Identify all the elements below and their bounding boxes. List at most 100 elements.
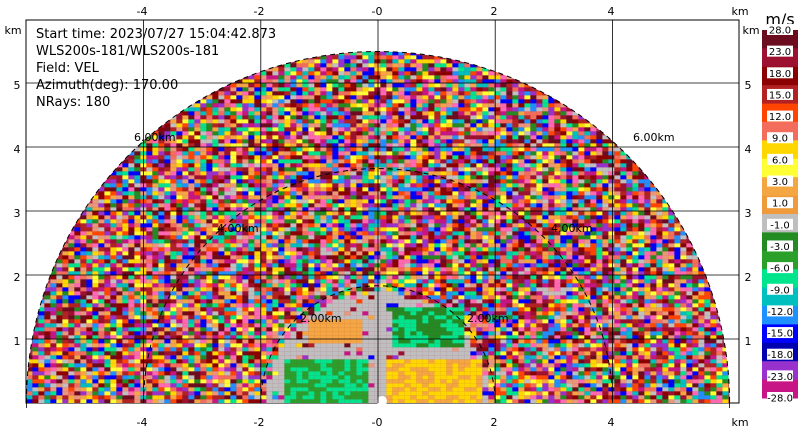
velocity-cell bbox=[416, 175, 423, 180]
velocity-cell bbox=[452, 71, 459, 76]
velocity-cell bbox=[506, 251, 513, 256]
velocity-cell bbox=[284, 243, 291, 248]
velocity-cell bbox=[320, 203, 327, 208]
velocity-cell bbox=[356, 111, 363, 116]
velocity-cell bbox=[488, 259, 495, 264]
velocity-cell bbox=[308, 67, 315, 72]
velocity-cell bbox=[350, 131, 357, 136]
velocity-cell bbox=[338, 235, 345, 240]
velocity-cell bbox=[326, 291, 333, 296]
velocity-cell bbox=[548, 111, 555, 116]
velocity-cell bbox=[344, 215, 351, 220]
velocity-cell bbox=[440, 235, 447, 240]
velocity-cell bbox=[404, 95, 411, 100]
velocity-cell bbox=[110, 271, 117, 276]
velocity-cell bbox=[524, 95, 531, 100]
velocity-cell bbox=[548, 147, 555, 152]
velocity-cell bbox=[224, 251, 231, 256]
velocity-cell bbox=[68, 251, 75, 256]
velocity-cell bbox=[662, 275, 669, 280]
velocity-cell bbox=[452, 111, 459, 116]
velocity-cell bbox=[536, 115, 543, 120]
velocity-cell bbox=[650, 191, 657, 196]
velocity-cell bbox=[104, 251, 111, 256]
velocity-cell bbox=[380, 131, 387, 136]
velocity-cell bbox=[614, 223, 621, 228]
velocity-cell bbox=[488, 223, 495, 228]
velocity-cell bbox=[560, 107, 567, 112]
velocity-cell bbox=[332, 159, 339, 164]
velocity-cell bbox=[638, 219, 645, 224]
velocity-cell bbox=[278, 167, 285, 172]
velocity-cell bbox=[350, 255, 357, 260]
velocity-cell bbox=[614, 243, 621, 248]
velocity-cell bbox=[134, 155, 141, 160]
velocity-cell bbox=[524, 183, 531, 188]
velocity-cell bbox=[356, 191, 363, 196]
velocity-cell bbox=[644, 211, 651, 216]
velocity-cell bbox=[542, 203, 549, 208]
velocity-cell bbox=[488, 123, 495, 128]
velocity-cell bbox=[416, 271, 423, 276]
velocity-cell bbox=[338, 163, 345, 168]
velocity-cell bbox=[368, 211, 375, 216]
velocity-cell bbox=[266, 215, 273, 220]
velocity-cell bbox=[308, 187, 315, 192]
velocity-cell bbox=[230, 167, 237, 172]
velocity-cell bbox=[542, 131, 549, 136]
velocity-cell bbox=[344, 151, 351, 156]
velocity-cell bbox=[656, 283, 663, 288]
velocity-cell bbox=[266, 95, 273, 100]
velocity-cell bbox=[542, 199, 549, 204]
velocity-cell bbox=[434, 175, 441, 180]
velocity-cell bbox=[176, 199, 183, 204]
velocity-cell bbox=[80, 287, 87, 292]
velocity-cell bbox=[518, 255, 525, 260]
velocity-cell bbox=[476, 203, 483, 208]
velocity-cell bbox=[260, 267, 267, 272]
velocity-cell bbox=[188, 131, 195, 136]
velocity-cell bbox=[632, 239, 639, 244]
velocity-cell bbox=[578, 271, 585, 276]
velocity-cell bbox=[86, 243, 93, 248]
velocity-cell bbox=[284, 179, 291, 184]
velocity-cell bbox=[494, 123, 501, 128]
velocity-cell bbox=[404, 243, 411, 248]
velocity-cell bbox=[584, 239, 591, 244]
velocity-cell bbox=[338, 183, 345, 188]
velocity-cell bbox=[608, 271, 615, 276]
velocity-cell bbox=[158, 151, 165, 156]
velocity-cell bbox=[416, 135, 423, 140]
velocity-cell bbox=[380, 259, 387, 264]
velocity-cell bbox=[290, 83, 297, 88]
velocity-cell bbox=[452, 179, 459, 184]
velocity-cell bbox=[206, 239, 213, 244]
velocity-cell bbox=[218, 247, 225, 252]
velocity-cell bbox=[620, 211, 627, 216]
velocity-cell bbox=[530, 195, 537, 200]
velocity-cell bbox=[224, 151, 231, 156]
velocity-cell bbox=[248, 171, 255, 176]
velocity-cell bbox=[176, 255, 183, 260]
velocity-cell bbox=[536, 215, 543, 220]
velocity-cell bbox=[158, 187, 165, 192]
velocity-cell bbox=[284, 219, 291, 224]
velocity-cell bbox=[350, 115, 357, 120]
velocity-cell bbox=[302, 195, 309, 200]
velocity-cell bbox=[224, 159, 231, 164]
velocity-cell bbox=[362, 95, 369, 100]
velocity-cell bbox=[476, 171, 483, 176]
velocity-cell bbox=[596, 247, 603, 252]
velocity-cell bbox=[164, 287, 171, 292]
velocity-cell bbox=[332, 239, 339, 244]
velocity-cell bbox=[608, 187, 615, 192]
velocity-cell bbox=[572, 239, 579, 244]
velocity-cell bbox=[344, 155, 351, 160]
velocity-cell bbox=[320, 55, 327, 60]
velocity-cell bbox=[344, 51, 351, 56]
velocity-cell bbox=[554, 203, 561, 208]
velocity-cell bbox=[68, 235, 75, 240]
velocity-cell bbox=[206, 283, 213, 288]
velocity-cell bbox=[152, 271, 159, 276]
velocity-cell bbox=[266, 155, 273, 160]
